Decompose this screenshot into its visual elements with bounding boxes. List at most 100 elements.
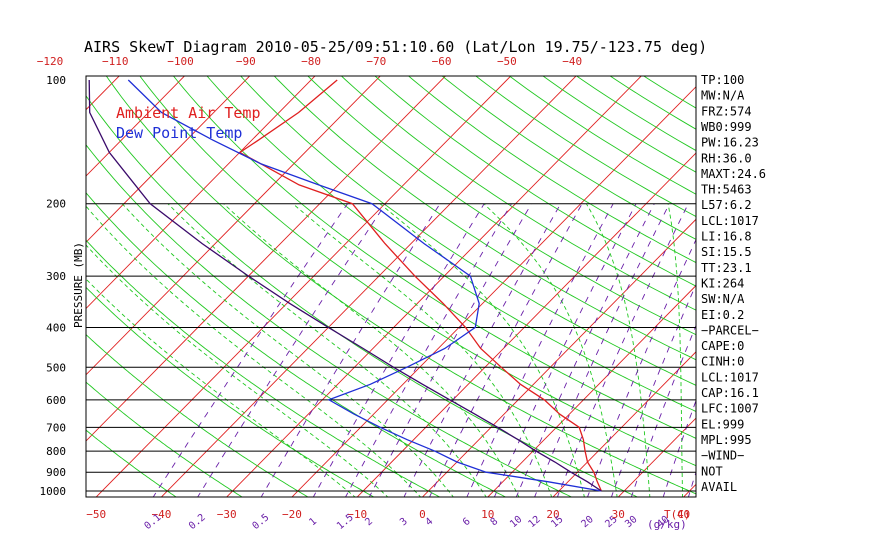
mixing-ratio-label: 10: [508, 514, 524, 530]
legend-dew-point-temp: Dew Point Temp: [116, 124, 242, 142]
legend-ambient-air-temp: Ambient Air Temp: [116, 104, 261, 122]
pressure-tick-label: 100: [46, 74, 66, 87]
index-item: PW:16.23: [701, 136, 759, 150]
legend: Ambient Air Temp Dew Point Temp: [116, 104, 261, 142]
mixing-ratio-label: 0.5: [251, 512, 272, 532]
index-item: L57:6.2: [701, 198, 752, 212]
dry-adiabat-line: [105, 76, 696, 495]
isotherm-line: [291, 86, 696, 497]
index-item: CAP:16.1: [701, 386, 759, 400]
bottom-temperature-tick-label: 10: [481, 508, 494, 521]
dry-adiabat-line: [240, 76, 696, 386]
top-temperature-tick-label: −70: [366, 55, 386, 68]
isotherm-line: [160, 76, 577, 497]
mixing-ratio-line: [587, 238, 696, 497]
mixing-ratio-label: 8: [489, 516, 501, 528]
pressure-tick-labels: 100 200 300 400 500 600 700 800 900 1000: [40, 74, 67, 498]
dry-adiabat-line: [374, 76, 696, 287]
isotherm-grid: [86, 76, 696, 497]
index-item: TP:100: [701, 73, 744, 87]
mixing-ratio-label: 1: [307, 516, 319, 528]
index-item: LCL:1017: [701, 370, 759, 384]
dry-adiabat-line: [86, 381, 243, 497]
ambient-air-temp-line: [238, 79, 602, 492]
dry-adiabat-line: [86, 192, 507, 497]
pressure-tick-label: 800: [46, 445, 66, 458]
parcel-line: [88, 79, 602, 492]
mixing-ratio-line: [429, 203, 583, 497]
pressure-tick-label: 500: [46, 361, 66, 374]
bottom-temperature-tick-label: −20: [282, 508, 302, 521]
sounding-profiles: [88, 79, 602, 492]
dry-adiabat-grid: [86, 76, 696, 497]
moist-adiabat-line: [483, 203, 618, 497]
index-item: MPL:995: [701, 433, 752, 447]
index-item: TH:5463: [701, 183, 752, 197]
mixing-ratio-label: 30: [623, 514, 639, 530]
dry-adiabat-line: [86, 239, 441, 497]
index-item: LFC:1007: [701, 402, 759, 416]
isotherm-line: [487, 284, 696, 497]
bottom-temperature-tick-label: 0: [419, 508, 426, 521]
bottom-temperature-tick-labels: −50 −40 −30 −20 −10 0 10 20 30 40: [86, 508, 690, 521]
dry-adiabat-line: [172, 76, 696, 439]
index-item: MAXT:24.6: [701, 167, 766, 181]
dry-adiabat-line: [206, 76, 696, 412]
index-item: LCL:1017: [701, 214, 759, 228]
dry-adiabat-line: [86, 429, 177, 497]
mixing-ratio-label: 0.2: [187, 512, 208, 532]
bottom-temperature-tick-label: −50: [86, 508, 106, 521]
dry-adiabat-line: [307, 76, 696, 336]
bottom-temperature-tick-label: −40: [151, 508, 171, 521]
dry-adiabat-line: [273, 76, 696, 361]
mixing-ratio-label: 3: [398, 516, 410, 528]
index-item: FRZ:574: [701, 104, 752, 118]
mixing-ratio-line: [260, 203, 441, 497]
mixing-ratio-line: [493, 203, 637, 497]
isotherm-line: [421, 218, 696, 497]
dry-adiabat-line: [407, 76, 696, 264]
chart-title: AIRS SkewT Diagram 2010-05-25/09:51:10.6…: [84, 38, 707, 56]
moist-adiabat-line: [585, 203, 651, 497]
index-item: TT:23.1: [701, 261, 752, 275]
pressure-tick-label: 400: [46, 321, 66, 334]
moist-adiabat-line: [379, 203, 585, 497]
isotherm-line: [95, 76, 512, 497]
dry-adiabat-line: [340, 76, 696, 311]
top-temperature-tick-label: −100: [167, 55, 194, 68]
pressure-tick-label: 600: [46, 394, 66, 407]
top-temperature-tick-label: −80: [301, 55, 321, 68]
moist-adiabat-line: [667, 203, 684, 497]
pressure-tick-label: 700: [46, 421, 66, 434]
index-item: EI:0.2: [701, 308, 744, 322]
dry-adiabat-line: [86, 286, 375, 497]
dry-adiabat-line: [86, 333, 309, 497]
bottom-temperature-tick-label: 20: [546, 508, 559, 521]
temperature-unit-label: T(C): [664, 508, 691, 521]
bottom-temperature-tick-label: −10: [347, 508, 367, 521]
pressure-tick-label: 900: [46, 466, 66, 479]
dry-adiabat-line: [139, 76, 696, 467]
bottom-temperature-tick-label: 30: [612, 508, 625, 521]
plot-frame: [85, 75, 697, 498]
index-item: EL:999: [701, 417, 744, 431]
isotherm-line: [86, 76, 381, 376]
top-temperature-tick-label: −50: [497, 55, 517, 68]
pressure-tick-label: 300: [46, 270, 66, 283]
index-item: MW:N/A: [701, 89, 745, 103]
top-temperature-tick-label: −40: [562, 55, 582, 68]
index-item: CAPE:0: [701, 339, 744, 353]
mixing-ratio-label: 2: [363, 516, 375, 528]
index-item: KI:264: [701, 276, 744, 290]
bottom-temperature-tick-label: −30: [217, 508, 237, 521]
top-temperature-tick-label: −60: [432, 55, 452, 68]
index-item: RH:36.0: [701, 151, 752, 165]
index-item: LI:16.8: [701, 230, 752, 244]
moist-adiabat-line: [86, 244, 389, 497]
index-item: SI:15.5: [701, 245, 752, 259]
mixing-ratio-label: 12: [526, 514, 542, 530]
mixing-ratio-label: 20: [579, 514, 595, 530]
moist-adiabat-line: [223, 203, 520, 497]
